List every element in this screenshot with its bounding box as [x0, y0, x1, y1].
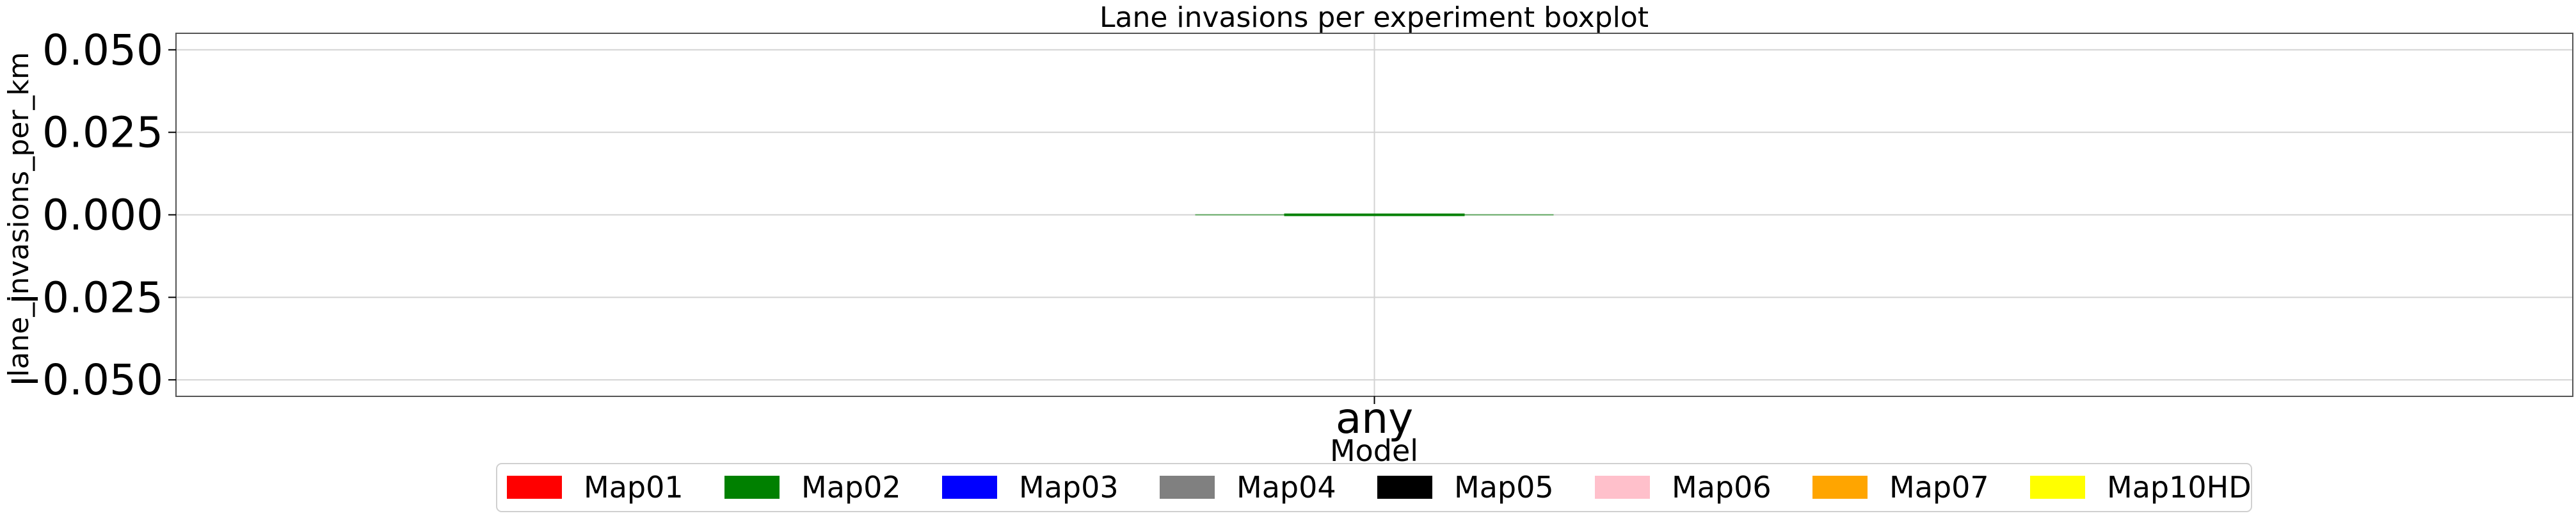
legend-label: Map07	[1889, 470, 1989, 505]
y-axis-label: lane_invasions_per_km	[3, 52, 35, 377]
x-ticks: any	[1336, 394, 1413, 443]
legend-swatch	[724, 476, 780, 499]
legend-swatch	[942, 476, 997, 499]
x-axis-label: Model	[1330, 433, 1418, 468]
x-tick-label: any	[1336, 394, 1413, 443]
y-ticks: −0.050 −0.025 0.000 0.025 0.050	[7, 26, 176, 405]
y-tick-label: 0.000	[42, 191, 163, 240]
legend-swatch	[1377, 476, 1432, 499]
legend-swatch	[2030, 476, 2085, 499]
legend-swatch	[507, 476, 562, 499]
y-tick-label: −0.050	[7, 355, 163, 405]
legend-label: Map04	[1236, 470, 1336, 505]
legend-label: Map06	[1672, 470, 1772, 505]
legend-label: Map01	[584, 470, 684, 505]
chart-title: Lane invasions per experiment boxplot	[1100, 1, 1649, 34]
legend-label: Map05	[1454, 470, 1554, 505]
y-tick-label: 0.025	[42, 108, 163, 158]
legend-swatch	[1160, 476, 1215, 499]
legend: Map01 Map02 Map03 Map04 Map05 Map06 Map07 Map10…	[496, 463, 2252, 512]
y-tick-label: −0.025	[7, 273, 163, 322]
legend-label: Map03	[1019, 470, 1119, 505]
legend-label: Map02	[801, 470, 901, 505]
y-tick-label: 0.050	[42, 26, 163, 75]
legend-swatch	[1595, 476, 1650, 499]
legend-frame	[496, 463, 2252, 512]
legend-label: Map10HD	[2107, 470, 2252, 505]
boxes	[1195, 213, 1554, 216]
legend-swatch	[1812, 476, 1868, 499]
